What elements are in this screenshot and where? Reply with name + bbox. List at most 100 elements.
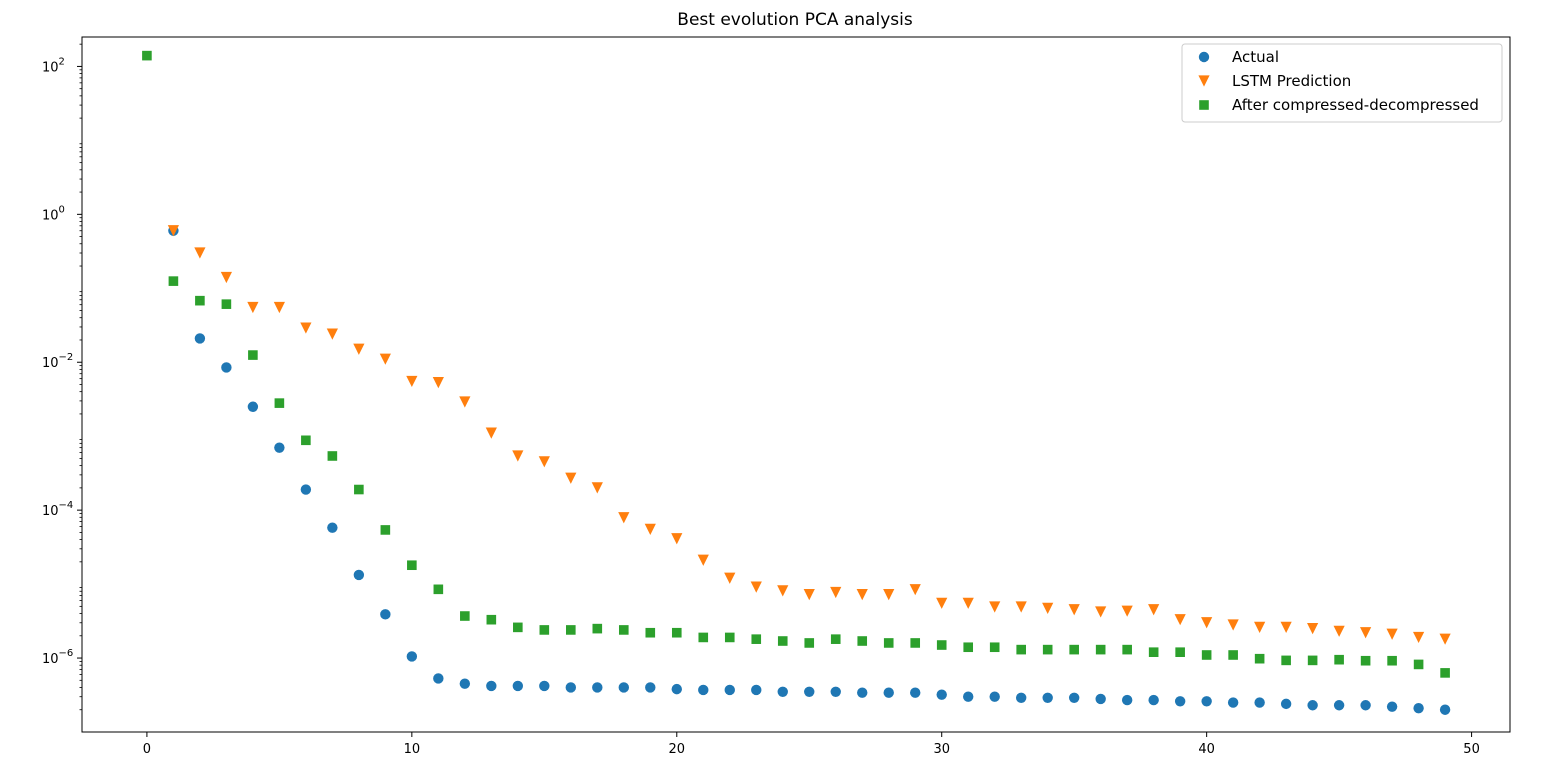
data-point (460, 611, 470, 621)
data-point (724, 572, 736, 584)
data-point (724, 632, 735, 643)
data-point (963, 691, 974, 702)
data-point (1042, 692, 1053, 704)
data-point (380, 525, 391, 535)
data-point (645, 682, 656, 693)
y-tick-base: 10 (42, 208, 59, 223)
data-point (1095, 606, 1107, 618)
data-point (248, 350, 258, 360)
data-point (1201, 650, 1212, 660)
data-point (1307, 655, 1318, 666)
data-point (513, 622, 523, 633)
data-point (406, 375, 418, 388)
data-point (327, 451, 338, 461)
data-point (1386, 628, 1398, 640)
data-point (1148, 604, 1160, 616)
series-2 (142, 50, 1450, 678)
data-point (1281, 655, 1291, 666)
y-tick-exponent: 2 (59, 56, 65, 67)
data-point (1148, 647, 1159, 657)
data-point (353, 343, 365, 355)
data-point (750, 581, 762, 593)
data-point (194, 333, 206, 344)
data-point (221, 299, 232, 309)
data-point (1095, 644, 1106, 655)
data-point (751, 634, 762, 644)
data-point (1254, 697, 1265, 708)
data-point (963, 642, 974, 653)
data-point (592, 682, 603, 693)
data-point (883, 589, 895, 601)
data-point (301, 435, 311, 446)
data-point (1440, 668, 1450, 678)
x-axis: 0 10 20 30 40 50 (143, 732, 1480, 757)
x-tick-label: 50 (1463, 742, 1480, 757)
data-point (803, 589, 815, 601)
data-point (936, 689, 947, 700)
y-tick-exponent: −2 (59, 352, 74, 363)
data-point (1386, 701, 1398, 712)
y-tick-base: 10 (42, 652, 59, 667)
data-point (565, 682, 577, 693)
data-point (830, 686, 841, 697)
data-point (592, 623, 603, 634)
data-point (830, 586, 842, 599)
data-point (1280, 698, 1292, 710)
data-point (220, 271, 232, 284)
data-point (194, 247, 206, 259)
series-1 (167, 225, 1451, 645)
data-point (618, 625, 629, 635)
legend-label: Actual (1232, 48, 1279, 66)
y-tick-exponent: −6 (59, 648, 74, 659)
data-point (618, 512, 630, 524)
data-point (538, 456, 550, 468)
data-point (1280, 621, 1292, 633)
data-point (1334, 654, 1344, 665)
data-point (407, 560, 417, 571)
data-point (1360, 655, 1371, 666)
data-point (1439, 633, 1451, 645)
data-point (989, 642, 1000, 653)
data-point (962, 597, 974, 609)
y-tick-exponent: 0 (59, 204, 65, 215)
data-point (1068, 692, 1080, 704)
data-point (142, 50, 152, 61)
data-point (486, 680, 497, 692)
data-point (883, 687, 894, 698)
data-point (1068, 604, 1080, 616)
data-point (1201, 696, 1212, 707)
y-tick-label: 102 (42, 56, 65, 75)
data-point (379, 353, 391, 365)
legend-marker (1198, 51, 1210, 63)
data-point (512, 450, 524, 462)
data-point (168, 276, 179, 286)
data-point (856, 589, 868, 601)
data-point (566, 625, 576, 635)
data-point (565, 472, 577, 484)
x-tick-label: 20 (669, 742, 686, 757)
data-point (221, 362, 232, 373)
data-point (697, 554, 709, 566)
data-point (1095, 693, 1106, 705)
data-point (380, 609, 391, 620)
data-point (433, 584, 444, 595)
data-point (1228, 650, 1238, 660)
legend: Actual LSTM Prediction After compressed-de… (1181, 43, 1503, 123)
data-point (512, 680, 524, 692)
data-point (1254, 621, 1266, 633)
y-tick-base: 10 (42, 504, 59, 519)
y-tick-base: 10 (42, 356, 59, 371)
data-point (724, 684, 735, 696)
data-point (671, 627, 682, 638)
data-point (1227, 697, 1239, 708)
data-point (1122, 644, 1132, 655)
data-point (1412, 631, 1425, 644)
data-point (830, 634, 841, 644)
data-point (777, 686, 788, 697)
data-point (167, 225, 180, 237)
data-point (300, 484, 312, 495)
series-0 (168, 225, 1451, 715)
y-tick-base: 10 (42, 60, 59, 75)
